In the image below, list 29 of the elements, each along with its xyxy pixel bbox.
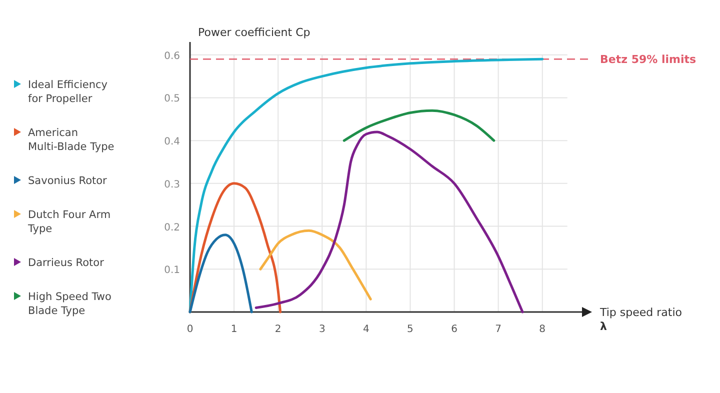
y-axis-title: Power coefficient Cp	[198, 26, 310, 39]
legend-label: Savonius Rotor	[28, 175, 108, 187]
x-axis-title: Tip speed ratio λ	[599, 306, 682, 333]
x-tick-label: 2	[274, 324, 282, 335]
line-series	[188, 182, 282, 314]
x-tick-label: 5	[407, 324, 414, 335]
x-tick-label: 4	[362, 324, 370, 335]
legend-label: Ideal Efficiency for Propeller	[28, 79, 108, 105]
y-tick-label: 0.2	[164, 222, 180, 234]
legend-label: American Multi-Blade Type	[28, 127, 114, 153]
x-tick-label: 6	[451, 324, 458, 335]
x-tick-label: 0	[186, 324, 194, 335]
ref-line-label: Betz 59% limits	[600, 53, 697, 66]
y-tick-label: 0.1	[164, 265, 180, 276]
line-series	[254, 130, 524, 314]
x-tick-label: 3	[318, 324, 326, 335]
x-tick-label: 8	[539, 324, 546, 335]
legend-label: High Speed Two Blade Type	[28, 291, 112, 317]
x-tick-label: 7	[495, 324, 502, 335]
y-tick-label: 0.6	[164, 50, 180, 62]
x-tick-label: 1	[230, 324, 238, 335]
legend-label: Darrieus Rotor	[28, 257, 105, 269]
y-tick-label: 0.3	[164, 179, 180, 190]
y-tick-label: 0.4	[164, 136, 180, 148]
y-tick-label: 0.5	[164, 94, 180, 105]
line-series	[342, 109, 496, 142]
line-series	[259, 229, 372, 300]
line-series	[188, 234, 253, 314]
legend-label: Dutch Four Arm Type	[27, 209, 111, 235]
